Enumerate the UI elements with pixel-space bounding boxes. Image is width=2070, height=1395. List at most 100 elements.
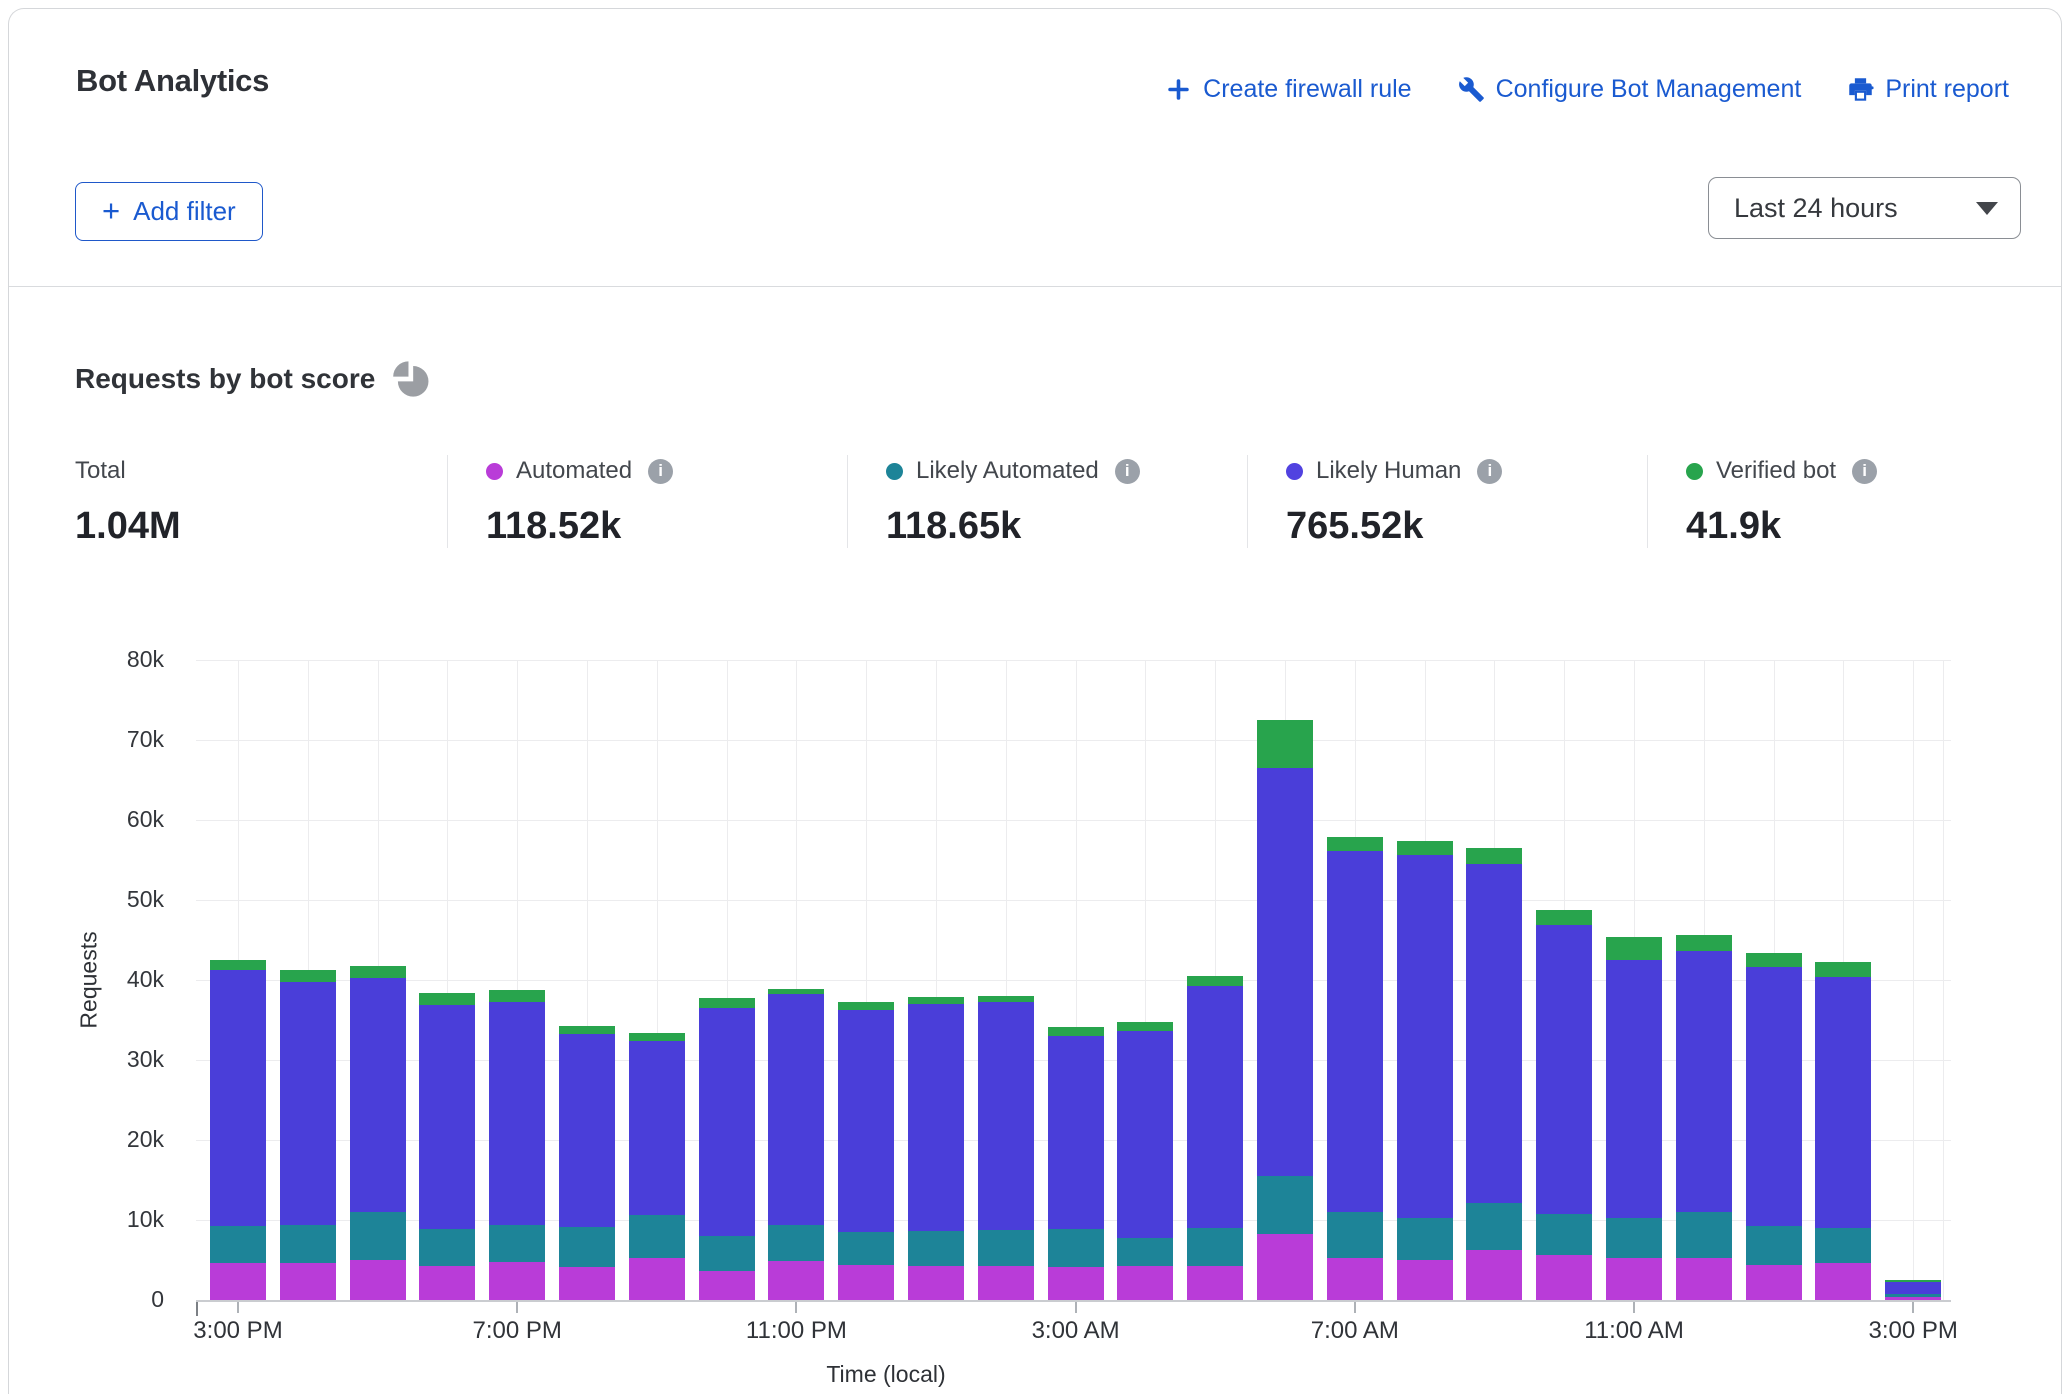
bar-12-automated[interactable] [1048, 1267, 1104, 1300]
bar-12-likely-automated[interactable] [1048, 1229, 1104, 1267]
bar-22-automated[interactable] [1746, 1265, 1802, 1300]
bar-17-automated[interactable] [1397, 1260, 1453, 1300]
bar-7-likely-human[interactable] [699, 1008, 755, 1236]
bar-6-likely-human[interactable] [629, 1041, 685, 1215]
bar-2-automated[interactable] [350, 1260, 406, 1300]
bar-0-likely-automated[interactable] [210, 1226, 266, 1263]
bar-5-automated[interactable] [559, 1267, 615, 1300]
bar-10-likely-automated[interactable] [908, 1231, 964, 1266]
bar-16-automated[interactable] [1327, 1258, 1383, 1300]
bar-19-verified-bot[interactable] [1536, 910, 1592, 925]
bar-14-automated[interactable] [1187, 1266, 1243, 1300]
bar-3-automated[interactable] [419, 1266, 475, 1300]
bar-6-likely-automated[interactable] [629, 1215, 685, 1257]
bar-0-likely-human[interactable] [210, 970, 266, 1226]
bar-11-automated[interactable] [978, 1266, 1034, 1300]
bar-4-likely-automated[interactable] [489, 1225, 545, 1263]
bar-3-verified-bot[interactable] [419, 993, 475, 1005]
bar-3-likely-automated[interactable] [419, 1229, 475, 1266]
bar-14-verified-bot[interactable] [1187, 976, 1243, 986]
bar-11-likely-automated[interactable] [978, 1230, 1034, 1267]
configure-bot-management-link[interactable]: Configure Bot Management [1458, 75, 1802, 104]
bar-23-likely-human[interactable] [1815, 977, 1871, 1228]
bar-10-automated[interactable] [908, 1266, 964, 1300]
bar-21-verified-bot[interactable] [1676, 935, 1732, 951]
bar-8-likely-automated[interactable] [768, 1225, 824, 1261]
bar-1-automated[interactable] [280, 1263, 336, 1300]
bar-21-automated[interactable] [1676, 1258, 1732, 1300]
bar-17-verified-bot[interactable] [1397, 841, 1453, 855]
bar-7-verified-bot[interactable] [699, 998, 755, 1008]
bar-10-verified-bot[interactable] [908, 997, 964, 1004]
print-report-link[interactable]: Print report [1847, 75, 2009, 104]
bar-5-likely-human[interactable] [559, 1034, 615, 1227]
info-icon[interactable]: i [1115, 459, 1140, 484]
bar-15-automated[interactable] [1257, 1234, 1313, 1300]
bar-8-automated[interactable] [768, 1261, 824, 1300]
bar-21-likely-human[interactable] [1676, 951, 1732, 1212]
add-filter-button[interactable]: + Add filter [75, 182, 263, 241]
bar-6-verified-bot[interactable] [629, 1033, 685, 1041]
bar-8-verified-bot[interactable] [768, 989, 824, 995]
bar-9-automated[interactable] [838, 1265, 894, 1300]
bar-24-likely-human[interactable] [1885, 1282, 1941, 1295]
bar-6-automated[interactable] [629, 1258, 685, 1300]
bar-8-likely-human[interactable] [768, 994, 824, 1224]
bar-15-likely-human[interactable] [1257, 768, 1313, 1176]
bar-18-verified-bot[interactable] [1466, 848, 1522, 864]
bar-12-verified-bot[interactable] [1048, 1027, 1104, 1036]
bar-24-likely-automated[interactable] [1885, 1294, 1941, 1296]
bar-18-automated[interactable] [1466, 1250, 1522, 1300]
bar-19-likely-automated[interactable] [1536, 1214, 1592, 1255]
bar-22-verified-bot[interactable] [1746, 953, 1802, 967]
bar-7-likely-automated[interactable] [699, 1236, 755, 1271]
bar-15-likely-automated[interactable] [1257, 1176, 1313, 1234]
bar-9-likely-human[interactable] [838, 1010, 894, 1232]
bar-18-likely-automated[interactable] [1466, 1203, 1522, 1250]
bar-14-likely-human[interactable] [1187, 986, 1243, 1228]
bar-4-likely-human[interactable] [489, 1002, 545, 1225]
bar-17-likely-automated[interactable] [1397, 1218, 1453, 1260]
bar-0-automated[interactable] [210, 1263, 266, 1300]
bar-14-likely-automated[interactable] [1187, 1228, 1243, 1266]
bar-21-likely-automated[interactable] [1676, 1212, 1732, 1258]
time-range-select[interactable]: Last 24 hours [1708, 177, 2021, 239]
bar-24-verified-bot[interactable] [1885, 1280, 1941, 1282]
bar-19-automated[interactable] [1536, 1255, 1592, 1300]
bar-2-likely-human[interactable] [350, 978, 406, 1212]
bar-2-verified-bot[interactable] [350, 966, 406, 977]
bar-5-verified-bot[interactable] [559, 1026, 615, 1035]
bar-4-automated[interactable] [489, 1262, 545, 1300]
bar-20-automated[interactable] [1606, 1258, 1662, 1300]
bar-12-likely-human[interactable] [1048, 1036, 1104, 1229]
bar-9-likely-automated[interactable] [838, 1232, 894, 1265]
bar-23-likely-automated[interactable] [1815, 1228, 1871, 1263]
bar-22-likely-automated[interactable] [1746, 1226, 1802, 1264]
bar-2-likely-automated[interactable] [350, 1212, 406, 1260]
bar-23-automated[interactable] [1815, 1263, 1871, 1300]
bar-17-likely-human[interactable] [1397, 855, 1453, 1217]
bar-18-likely-human[interactable] [1466, 864, 1522, 1203]
info-icon[interactable]: i [648, 459, 673, 484]
bar-20-likely-human[interactable] [1606, 960, 1662, 1218]
bar-1-likely-human[interactable] [280, 982, 336, 1225]
bar-16-likely-automated[interactable] [1327, 1212, 1383, 1258]
bar-1-likely-automated[interactable] [280, 1225, 336, 1263]
bar-19-likely-human[interactable] [1536, 925, 1592, 1215]
info-icon[interactable]: i [1852, 459, 1877, 484]
bar-5-likely-automated[interactable] [559, 1227, 615, 1267]
bar-0-verified-bot[interactable] [210, 960, 266, 970]
bar-15-verified-bot[interactable] [1257, 720, 1313, 768]
bar-4-verified-bot[interactable] [489, 990, 545, 1002]
create-firewall-rule-link[interactable]: Create firewall rule [1165, 75, 1411, 104]
bar-1-verified-bot[interactable] [280, 970, 336, 981]
bar-10-likely-human[interactable] [908, 1004, 964, 1231]
bar-7-automated[interactable] [699, 1271, 755, 1300]
bar-13-likely-automated[interactable] [1117, 1238, 1173, 1267]
info-icon[interactable]: i [1477, 459, 1502, 484]
bar-13-automated[interactable] [1117, 1266, 1173, 1300]
bar-16-likely-human[interactable] [1327, 851, 1383, 1212]
bar-9-verified-bot[interactable] [838, 1002, 894, 1010]
bar-11-verified-bot[interactable] [978, 996, 1034, 1002]
bar-13-likely-human[interactable] [1117, 1031, 1173, 1237]
